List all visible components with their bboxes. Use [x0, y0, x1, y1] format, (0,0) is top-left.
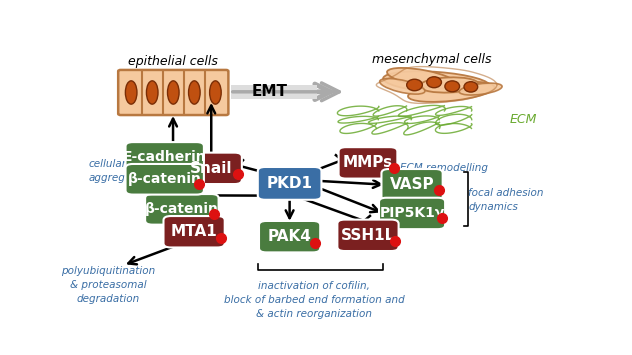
- Text: VASP: VASP: [390, 177, 434, 192]
- Text: focal adhesion
dynamics: focal adhesion dynamics: [468, 188, 544, 212]
- Ellipse shape: [383, 71, 490, 93]
- Ellipse shape: [167, 81, 179, 104]
- Text: β-catenin: β-catenin: [145, 202, 219, 216]
- FancyArrowPatch shape: [234, 84, 331, 100]
- Ellipse shape: [408, 82, 494, 102]
- Ellipse shape: [387, 68, 457, 88]
- Text: MMPs: MMPs: [343, 155, 393, 170]
- Text: cellular
aggregation: cellular aggregation: [88, 159, 152, 183]
- FancyBboxPatch shape: [181, 153, 242, 184]
- FancyBboxPatch shape: [258, 167, 322, 200]
- Text: MTA1: MTA1: [171, 224, 217, 239]
- Text: inactivation of cofilin,
block of barbed end formation and
& actin reorganizatio: inactivation of cofilin, block of barbed…: [224, 280, 404, 318]
- Text: PKD1: PKD1: [267, 176, 313, 191]
- Text: mesenchymal cells: mesenchymal cells: [372, 53, 492, 66]
- Ellipse shape: [420, 77, 478, 93]
- Ellipse shape: [380, 78, 425, 94]
- Ellipse shape: [464, 82, 478, 92]
- FancyBboxPatch shape: [164, 216, 225, 247]
- Text: EMT: EMT: [252, 84, 288, 99]
- FancyBboxPatch shape: [118, 70, 228, 115]
- Text: E-cadherin: E-cadherin: [123, 151, 207, 164]
- Ellipse shape: [406, 79, 422, 91]
- Text: ECM remodelling: ECM remodelling: [400, 163, 488, 173]
- FancyBboxPatch shape: [379, 198, 445, 229]
- Text: β-catenin: β-catenin: [128, 172, 202, 186]
- Ellipse shape: [147, 81, 158, 104]
- Text: SSH1L: SSH1L: [341, 228, 395, 243]
- Text: PIP5K1γ: PIP5K1γ: [379, 207, 445, 220]
- Ellipse shape: [188, 81, 200, 104]
- Text: PAK4: PAK4: [268, 229, 312, 244]
- Text: Snail: Snail: [190, 161, 233, 176]
- Text: ECM: ECM: [510, 113, 537, 126]
- FancyBboxPatch shape: [145, 194, 219, 225]
- Ellipse shape: [445, 81, 459, 92]
- FancyBboxPatch shape: [382, 169, 442, 201]
- Ellipse shape: [210, 81, 221, 104]
- FancyBboxPatch shape: [126, 142, 204, 173]
- Ellipse shape: [427, 77, 441, 88]
- Text: polyubiquitination
& proteasomal
degradation: polyubiquitination & proteasomal degrada…: [61, 266, 155, 304]
- FancyBboxPatch shape: [231, 85, 317, 99]
- FancyBboxPatch shape: [337, 220, 399, 251]
- Ellipse shape: [125, 81, 137, 104]
- Ellipse shape: [459, 83, 502, 95]
- FancyBboxPatch shape: [126, 164, 204, 195]
- FancyArrowPatch shape: [233, 83, 339, 101]
- Text: epithelial cells: epithelial cells: [128, 55, 218, 68]
- FancyBboxPatch shape: [259, 221, 320, 252]
- FancyBboxPatch shape: [339, 147, 398, 179]
